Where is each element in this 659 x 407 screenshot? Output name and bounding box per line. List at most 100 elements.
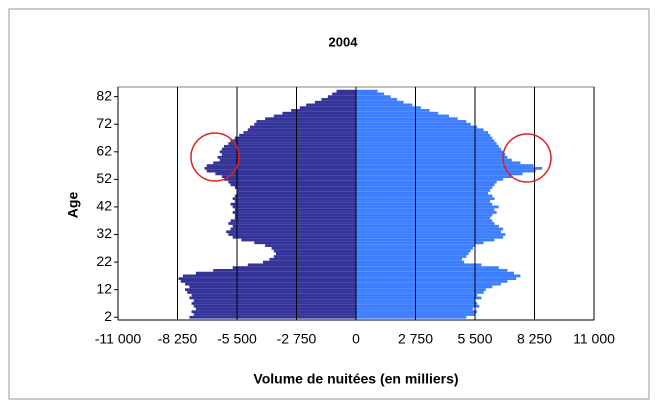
bar [356,304,480,308]
bar [356,100,404,104]
bar [356,169,536,173]
bar [180,280,356,283]
x-axis-label: Volume de nuitées (en milliers) [253,371,458,387]
bar [230,227,356,231]
bar [243,131,356,134]
y-tick-label: 2 [104,308,112,324]
bar [224,144,356,148]
bar [356,95,391,99]
bar [291,109,356,112]
bar [356,109,430,112]
bar [336,89,356,93]
bar [356,268,508,272]
bar [189,285,356,289]
bar [356,175,512,178]
bar [356,155,508,159]
bar [356,158,512,162]
bar [356,227,504,231]
bar [228,222,356,225]
bar [356,266,499,269]
bar [356,216,491,220]
y-tick-label: 62 [96,143,112,159]
bar [230,139,356,143]
bar [356,166,543,170]
highlight-circle [502,133,552,183]
bar [221,147,356,151]
bar [269,257,356,261]
bar [306,103,356,107]
x-tick-label: -2 750 [277,331,317,347]
x-tick-label: 11 000 [573,331,615,347]
bar [314,100,356,104]
bar [356,224,499,228]
bar [221,175,356,178]
bar [356,222,495,225]
bar [185,282,356,286]
bar [234,136,356,140]
bar [232,197,356,201]
bar [356,249,471,253]
bar [213,268,356,272]
bar [234,213,356,217]
bar [356,257,463,261]
bar [234,200,356,203]
bar [356,302,478,305]
bar [356,114,450,118]
bar [356,139,495,143]
bar [234,194,356,198]
bar [356,233,506,236]
bar [356,200,491,203]
bar [189,315,356,319]
y-tick-label: 32 [96,225,112,241]
bar [265,117,356,121]
bar [321,98,356,101]
bar [206,169,356,173]
bar [356,307,473,311]
bar [206,164,356,167]
bar [356,164,534,167]
bar [195,307,356,311]
bar [356,197,495,201]
bar [226,230,356,234]
bar [356,186,493,190]
bar [356,310,478,314]
bar [189,296,356,300]
bar [356,191,488,195]
bar [356,235,504,239]
bar [249,125,356,129]
bar [221,153,356,156]
bar [232,235,356,239]
x-tick-label: -5 500 [217,331,257,347]
bar [217,155,356,159]
x-tick-label: 8 250 [517,331,552,347]
bar [219,158,356,162]
bar [193,299,356,303]
bar [356,296,482,300]
bar [247,128,356,132]
bar [254,122,356,126]
bar [191,293,356,297]
bar [224,177,356,181]
bar [241,238,356,242]
bar [273,249,356,253]
bar [356,89,378,93]
bar [356,282,501,286]
bar [262,260,356,264]
bar [327,95,356,99]
bar [178,277,356,281]
bar [356,177,504,181]
bar [193,304,356,308]
y-tick-label: 72 [96,115,112,131]
bar [356,189,491,192]
x-tick-label: -8 250 [158,331,198,347]
y-tick-label: 42 [96,198,112,214]
highlight-circle [190,132,240,182]
bar [228,233,356,236]
bar [232,224,356,228]
bar [219,150,356,154]
bar [228,142,356,145]
bar [271,246,356,250]
x-tick-label: 2 750 [398,331,433,347]
bar [204,166,356,170]
